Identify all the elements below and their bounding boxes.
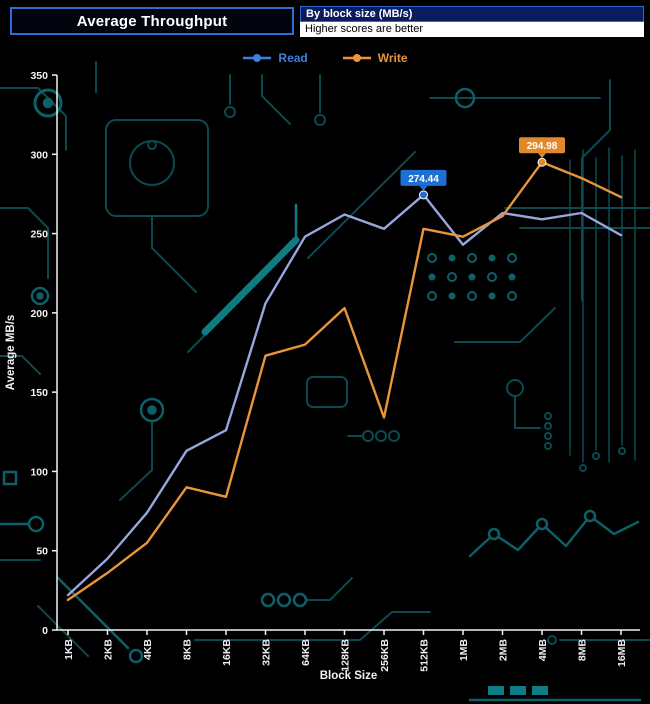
read-series-marker-icon [243, 54, 272, 62]
chart-info-box: By block size (MB/s) Higher scores are b… [300, 6, 644, 37]
y-tick-label: 200 [30, 308, 48, 320]
chart-legend: Read Write [0, 51, 650, 65]
data-label-box [519, 137, 565, 154]
y-tick-label: 50 [36, 546, 48, 558]
data-label-pointer [419, 185, 428, 191]
x-tick-label: 2MB [498, 639, 510, 662]
y-axis-title: Average MB/s [5, 315, 17, 391]
x-tick-label: 2KB [103, 639, 115, 660]
y-tick-label: 350 [30, 70, 48, 82]
x-tick-label: 1KB [63, 639, 75, 660]
throughput-line-chart: 0 50 100 150 200 250 300 350 1KB 2KB 4KB 8KB 16KB 32K… [5, 70, 640, 682]
chart-subtitle: By block size (MB/s) [300, 6, 644, 22]
chart-title-box: Average Throughput [10, 7, 294, 35]
x-tick-label: 4KB [142, 639, 154, 660]
read-series-line [66, 193, 623, 597]
write-peak-marker [537, 157, 547, 167]
legend-item-read: Read [242, 51, 308, 65]
read-peak-marker [419, 190, 428, 200]
circuit-dot-cluster [427, 253, 517, 301]
chart-title: Average Throughput [76, 12, 228, 30]
legend-label-write: Write [377, 51, 408, 65]
y-tick-label: 300 [30, 149, 48, 161]
x-tick-label: 128KB [340, 639, 352, 672]
x-tick-label: 8KB [182, 639, 194, 660]
data-label-value: 274.44 [408, 174, 439, 185]
x-tick-label: 512KB [419, 639, 431, 672]
write-series-marker-icon [342, 54, 371, 62]
circuit-traces-bright [201, 203, 548, 695]
chart-note: Higher scores are better [300, 22, 644, 37]
x-tick-label: 16MB [616, 639, 628, 667]
data-label-pointer [538, 153, 546, 159]
data-label-value: 294.98 [527, 141, 558, 152]
y-tick-label: 0 [42, 625, 48, 637]
circuit-traces-dim [0, 61, 650, 657]
x-tick-label: 32KB [261, 639, 273, 666]
circuit-traces-mid [0, 87, 642, 702]
legend-label-read: Read [278, 51, 308, 65]
y-tick-label: 150 [30, 387, 48, 399]
legend-item-write: Write [342, 51, 408, 65]
x-tick-label: 1MB [458, 639, 470, 662]
x-tick-label: 256KB [379, 639, 391, 672]
x-axis-title: Block Size [320, 670, 378, 682]
x-tick-label: 64KB [300, 639, 312, 666]
x-tick-label: 16KB [221, 639, 233, 666]
y-tick-label: 250 [30, 229, 48, 241]
write-series-line [66, 160, 623, 602]
chart-axes [56, 75, 640, 631]
y-tick-label: 100 [30, 466, 48, 478]
x-tick-label: 8MB [577, 639, 589, 662]
x-tick-label: 4MB [537, 639, 549, 662]
data-label-box [400, 169, 447, 186]
